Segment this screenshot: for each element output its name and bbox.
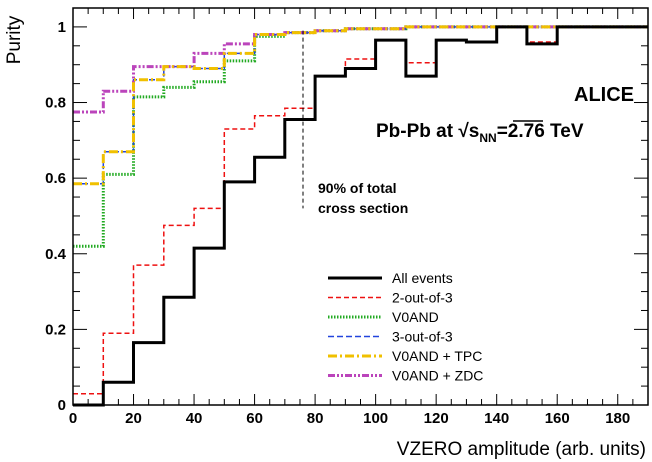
x-tick-label: 60 <box>246 410 263 427</box>
y-tick-label: 0.4 <box>45 246 67 263</box>
x-tick-label: 100 <box>363 410 388 427</box>
y-axis-title: Purity <box>4 15 25 64</box>
series-line-all-events <box>73 25 648 407</box>
legend-entry: 2-out-of-3 <box>328 290 453 306</box>
tick-labels: 0 20 40 60 80 100 120 140 160 180 0 0.2 0.4 0.6 0.8 1 <box>45 19 630 427</box>
nn-subscript: NN <box>479 131 496 145</box>
legend-label: All events <box>392 270 453 286</box>
plot-background <box>73 8 648 405</box>
x-tick-label: 160 <box>545 410 570 427</box>
x-axis-title: VZERO amplitude (arb. units) <box>397 439 646 460</box>
system-prefix: Pb-Pb at <box>376 121 458 142</box>
legend-entry: V0AND + TPC <box>328 348 482 364</box>
plot-area <box>73 8 648 405</box>
y-tick-label: 0.6 <box>45 170 66 187</box>
axes <box>72 7 649 406</box>
series-group <box>73 25 648 407</box>
collision-system-label: Pb-Pb at √sNN=2.76 TeV <box>376 120 584 145</box>
y-tick-label: 1 <box>58 19 66 36</box>
legend-label: V0AND + ZDC <box>392 368 483 384</box>
legend: All events 2-out-of-3 V0AND 3-out-of-3 V0AND… <box>328 270 483 384</box>
cross-section-line1: 90% of total <box>318 180 397 196</box>
x-tick-label: 20 <box>125 410 142 427</box>
legend-entry: V0AND <box>328 309 439 325</box>
legend-label: V0AND <box>392 309 439 325</box>
cross-section-line2: cross section <box>318 200 408 216</box>
series-line-v0and-tpc <box>73 25 648 186</box>
y-tick-label: 0 <box>58 397 66 414</box>
legend-label: V0AND + TPC <box>392 348 482 364</box>
sqrt-symbol: √ <box>458 121 469 142</box>
y-tick-label: 0.8 <box>45 95 66 112</box>
legend-entry: V0AND + ZDC <box>328 368 483 384</box>
svg-text:Pb-Pb at √sNN=2.76 TeV: Pb-Pb at √sNN=2.76 TeV <box>376 121 584 145</box>
x-tick-label: 140 <box>484 410 509 427</box>
energy-value: =2.76 TeV <box>497 121 584 142</box>
legend-entry: 3-out-of-3 <box>328 329 453 345</box>
x-tick-label: 120 <box>424 410 449 427</box>
legend-label: 2-out-of-3 <box>392 290 453 306</box>
x-tick-label: 180 <box>605 410 630 427</box>
y-tick-label: 0.2 <box>45 321 66 338</box>
legend-entry: All events <box>328 270 453 286</box>
x-tick-label: 0 <box>69 410 77 427</box>
experiment-label: ALICE <box>574 84 634 106</box>
s-symbol: s <box>469 121 480 142</box>
x-tick-label: 80 <box>307 410 324 427</box>
legend-label: 3-out-of-3 <box>392 329 453 345</box>
x-tick-label: 40 <box>186 410 203 427</box>
